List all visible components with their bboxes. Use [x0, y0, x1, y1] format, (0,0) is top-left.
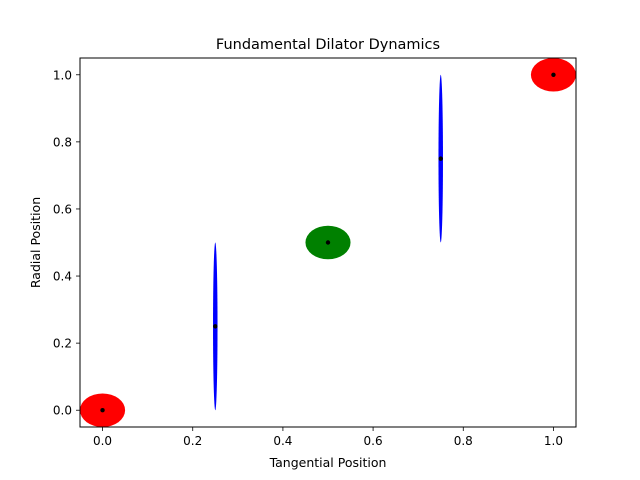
x-tick-label-2: 0.4 — [273, 434, 292, 448]
data-point-1 — [213, 324, 218, 329]
y-tick-label-0: 0.0 — [53, 404, 72, 418]
data-point-3 — [438, 156, 443, 161]
x-tick-label-0: 0.0 — [93, 434, 112, 448]
y-axis-label: Radial Position — [28, 197, 43, 288]
y-tick-label-1: 0.2 — [53, 337, 72, 351]
y-axis: 0.0 0.2 0.4 0.6 0.8 1.0 — [53, 68, 80, 418]
y-tick-label-2: 0.4 — [53, 270, 72, 284]
x-tick-label-4: 0.8 — [454, 434, 473, 448]
marker-layer — [100, 72, 556, 413]
data-point-4 — [551, 72, 556, 77]
data-point-0 — [100, 408, 105, 413]
data-point-2 — [325, 240, 331, 245]
y-tick-label-4: 0.8 — [53, 135, 72, 149]
y-tick-label-5: 1.0 — [53, 68, 72, 82]
plot-frame — [79, 57, 577, 428]
chart-title: Fundamental Dilator Dynamics — [216, 37, 440, 53]
x-tick-label-5: 1.0 — [544, 434, 563, 448]
x-tick-label-1: 0.2 — [183, 434, 202, 448]
x-axis: 0.0 0.2 0.4 0.6 0.8 1.0 — [93, 427, 563, 448]
x-axis-label: Tangential Position — [269, 455, 387, 470]
y-tick-label-3: 0.6 — [53, 202, 72, 216]
x-tick-label-3: 0.6 — [364, 434, 383, 448]
